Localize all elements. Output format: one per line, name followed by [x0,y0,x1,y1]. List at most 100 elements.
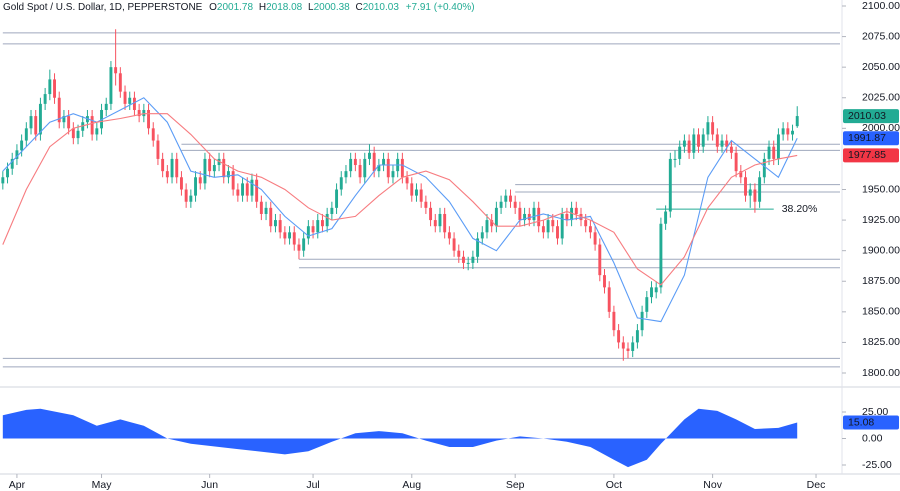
candle-body [786,128,790,135]
candle-body [62,116,66,123]
price-badge [843,415,899,430]
candle-body [104,103,108,110]
candle-body [734,152,738,172]
candle-body [306,226,310,239]
candle-body [556,226,559,239]
candle-body [208,158,212,172]
candle-body [715,134,719,147]
candle-body [603,275,606,288]
moving-average [2,97,798,323]
candle-body [772,146,776,159]
candle-body [415,189,418,196]
candle-body [283,232,287,239]
candle-body [48,79,52,95]
x-tick-label: Jul [306,479,319,491]
candle-body [90,116,94,135]
symbol: Gold Spot / U.S. Dollar, 1D, PEPPERSTONE [3,2,203,13]
candle-body [161,158,165,172]
candle-body [748,189,752,196]
ohlc-value: 2010.03 [363,2,400,13]
y-tick-label: 2025.00 [862,92,900,104]
candle-body [250,179,254,196]
x-tick-label: Jun [201,479,218,491]
candle-body [400,158,404,178]
candle-body [43,94,47,104]
x-tick-label: Sep [506,479,525,491]
candle-body [753,189,757,202]
candle-body [123,91,127,104]
y-tick-label: 1850.00 [862,306,900,318]
candle-body [38,103,42,135]
candle-body [353,158,357,166]
candle-body [668,158,672,212]
osc-y-tick-label: 0.00 [862,432,883,444]
candle-body [429,207,433,221]
candle-body [236,189,240,196]
candle-body [635,330,639,343]
candle-body [222,158,226,178]
ohlc-prefix: L [308,2,314,13]
candle-body [386,158,390,178]
candle-body [156,140,160,159]
candle-body [607,287,611,312]
y-tick-label: 1825.00 [862,336,900,348]
oscillator-area [2,408,798,468]
candle-body [570,207,574,221]
x-tick-label: Oct [606,479,622,491]
price-badge-label: 2010.03 [848,110,886,122]
change: +7.91 (+0.40%) [406,2,475,13]
y-tick-label: 2000.00 [862,122,900,134]
candle-body [433,220,437,227]
candle-body [687,140,691,153]
candle-body [424,201,428,208]
price-badge [843,148,899,163]
candle-body [53,79,56,98]
candle-body [466,262,470,264]
candle-body [255,179,259,202]
candle-body [480,232,484,239]
candle-body [179,177,183,190]
candle-body [165,171,169,178]
y-tick-label: 1900.00 [862,244,900,256]
candle-body [513,201,517,208]
candle-body [701,134,705,147]
candle-body [95,128,99,135]
candle-body [621,342,625,349]
candle-body [10,158,14,169]
candle-body [344,171,348,178]
candle-body [527,213,531,221]
candle-body [584,220,588,227]
candle-body [358,165,362,178]
candle-body [292,232,296,245]
moving-average [2,113,798,286]
candle-body [729,146,733,153]
candle-body [537,207,541,227]
candle-body [612,311,616,331]
candle-body [476,238,480,257]
candle-body [330,207,334,214]
x-tick-label: May [92,479,113,491]
candle-body [438,213,442,227]
candle-body [339,177,343,190]
candle-body [349,158,353,172]
candle-body [325,213,329,227]
header: Gold Spot / U.S. Dollar, 1D, PEPPERSTONE… [3,2,475,13]
ohlc-value: 2018.08 [266,2,303,13]
ohlc-prefix: O [209,2,217,13]
candle-body [405,177,409,184]
x-tick-label: Dec [807,479,826,491]
ohlc-value: 2001.78 [217,2,254,13]
candle-body [189,195,193,202]
candle-body [504,195,508,202]
candle-body [659,223,663,288]
candle-body [781,128,785,135]
candle-body [269,207,273,227]
candle-body [29,116,33,129]
candle-body [462,256,465,263]
ohlc-prefix: H [259,2,266,13]
y-tick-label: 1875.00 [862,275,900,287]
candle-body [485,220,489,233]
candle-body [57,97,61,123]
price-badge-label: 1977.85 [848,149,886,161]
candle-body [132,97,136,110]
